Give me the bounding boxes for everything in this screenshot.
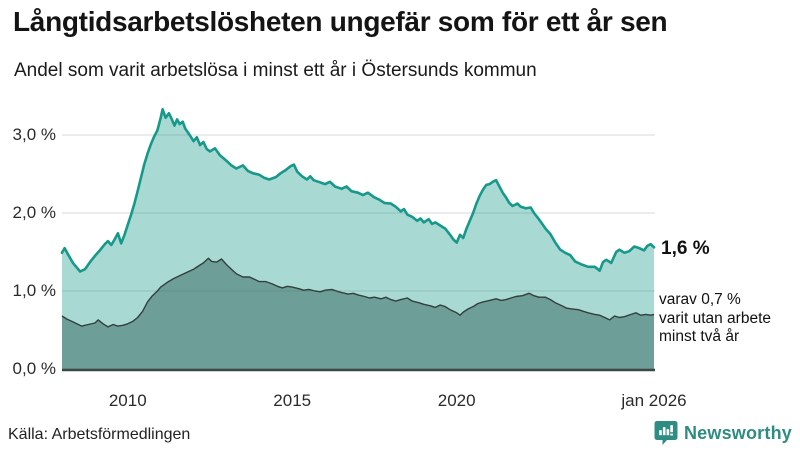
source-note: Källa: Arbetsförmedlingen — [8, 426, 191, 443]
x-tick-label: jan 2026 — [621, 391, 687, 410]
line-two-year-unemployed — [61, 257, 655, 328]
y-tick-label: 3,0 % — [12, 125, 56, 144]
y-tick-label: 0,0 % — [12, 359, 56, 378]
two-year-note-line: minst två år — [659, 328, 740, 345]
x-tick-label: 2020 — [437, 391, 476, 410]
two-year-note-line: varit utan arbete — [659, 309, 772, 327]
two-year-note: varav 0,7 % varit utan arbete minst två … — [659, 291, 771, 347]
page-title: Långtidsarbetslösheten ungefär som för e… — [13, 6, 668, 37]
newsworthy-logo: Newsworthy — [654, 420, 792, 446]
area-two-year-unemployed — [62, 258, 654, 369]
two-year-note-line: varav 0,7 % — [659, 291, 741, 308]
x-tick-label: 2010 — [108, 391, 147, 410]
page-subtitle: Andel som varit arbetslösa i minst ett å… — [14, 60, 537, 81]
x-tick-label: 2015 — [273, 391, 312, 410]
y-tick-label: 2,0 % — [12, 203, 56, 222]
y-tick-label: 1,0 % — [12, 281, 56, 300]
newsworthy-logo-text: Newsworthy — [683, 422, 792, 443]
newsworthy-logo-icon — [654, 421, 678, 445]
line-total-long-term-unemployed — [60, 108, 656, 273]
latest-value-label: 1,6 % — [661, 238, 710, 259]
